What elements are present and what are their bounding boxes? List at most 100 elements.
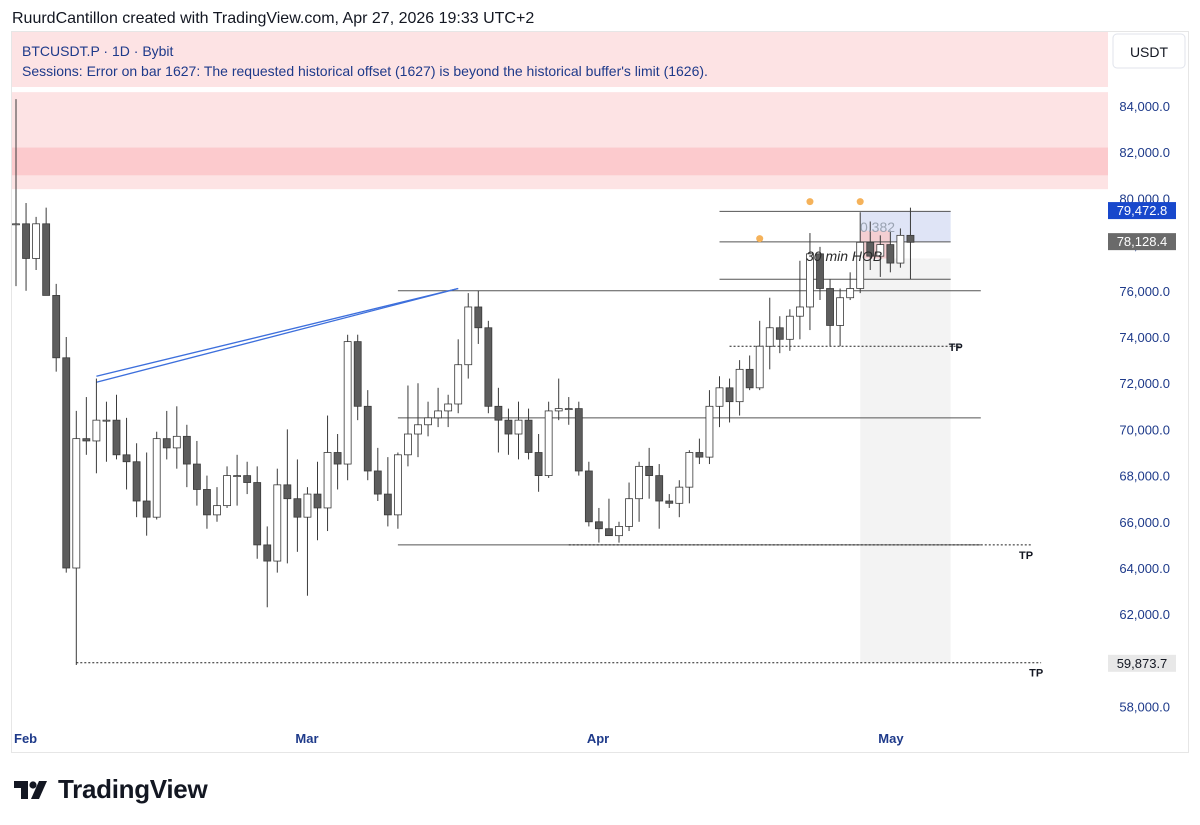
y-tick-label-6: 72,000.0 bbox=[1119, 376, 1170, 391]
candle-body-48 bbox=[494, 405, 503, 421]
candle-body-13 bbox=[142, 500, 151, 518]
candle-body-12 bbox=[132, 461, 141, 502]
candle-body-4 bbox=[52, 295, 61, 359]
candle-body-35 bbox=[363, 405, 372, 472]
candle-body-55 bbox=[564, 408, 573, 411]
candle-body-22 bbox=[233, 475, 242, 478]
price-axis[interactable]: 84,000.082,000.080,000.078,000.076,000.0… bbox=[1119, 99, 1170, 715]
candle-body-54 bbox=[554, 408, 563, 412]
tradingview-logo[interactable]: TradingView bbox=[14, 774, 208, 805]
candle-body-31 bbox=[323, 452, 332, 509]
candle-body-74 bbox=[755, 345, 764, 389]
y-tick-label-8: 68,000.0 bbox=[1119, 469, 1170, 484]
candle-body-65 bbox=[665, 500, 674, 504]
candle-body-76 bbox=[775, 327, 784, 340]
candle-body-64 bbox=[655, 475, 664, 502]
x-tick-label-3: May bbox=[878, 731, 904, 746]
chart-attribution: RuurdCantillon created with TradingView.… bbox=[12, 10, 535, 27]
candle-body-11 bbox=[122, 454, 131, 463]
candle-body-58 bbox=[595, 521, 603, 530]
y-tick-label-0: 84,000.0 bbox=[1119, 99, 1170, 114]
candle-body-30 bbox=[313, 493, 322, 509]
candle-body-59 bbox=[605, 528, 613, 537]
projection-area bbox=[860, 211, 951, 663]
candle-body-79 bbox=[806, 253, 814, 308]
candle-body-70 bbox=[715, 387, 724, 407]
supply-zones bbox=[12, 92, 1108, 190]
y-tick-label-13: 58,000.0 bbox=[1119, 700, 1170, 715]
candle-body-24 bbox=[253, 482, 262, 546]
candle-body-19 bbox=[203, 489, 211, 516]
swing-markers bbox=[756, 198, 864, 243]
candle-body-27 bbox=[283, 484, 292, 500]
candle-body-7 bbox=[82, 438, 91, 442]
candle-body-10 bbox=[112, 419, 121, 456]
candle-body-5 bbox=[62, 357, 71, 569]
candle-body-53 bbox=[544, 410, 553, 477]
y-tick-label-1: 82,000.0 bbox=[1119, 145, 1170, 160]
target-price-tag: 59,873.7 bbox=[1108, 654, 1176, 672]
candle-body-82 bbox=[836, 297, 844, 326]
candle-body-17 bbox=[182, 435, 191, 465]
candle-body-36 bbox=[373, 470, 382, 495]
candle-body-78 bbox=[796, 306, 804, 317]
swing-marker-2 bbox=[856, 198, 864, 206]
candle-body-23 bbox=[243, 475, 252, 483]
candle-body-8 bbox=[92, 419, 101, 442]
candle-body-45 bbox=[464, 306, 473, 366]
y-tick-label-7: 70,000.0 bbox=[1119, 422, 1170, 437]
hob-label: 30 min HOB bbox=[806, 248, 882, 264]
tp-label-7: TP bbox=[1019, 550, 1033, 562]
currency-button[interactable]: USDT bbox=[1130, 44, 1169, 60]
candlesticks bbox=[12, 99, 915, 666]
y-tick-label-5: 74,000.0 bbox=[1119, 330, 1170, 345]
candle-body-44 bbox=[454, 364, 463, 405]
x-tick-label-2: Apr bbox=[587, 731, 609, 746]
candle-body-47 bbox=[484, 327, 493, 407]
candle-body-81 bbox=[826, 288, 834, 326]
candle-body-67 bbox=[685, 452, 694, 488]
candle-body-73 bbox=[745, 368, 754, 389]
candle-body-88 bbox=[896, 234, 905, 264]
candle-body-63 bbox=[645, 465, 654, 476]
candle-body-0 bbox=[12, 223, 20, 226]
candle-body-37 bbox=[383, 493, 392, 516]
price-chart[interactable]: TP TP TP 0.382 30 min HOB 84,000.0 82,000.0… bbox=[0, 0, 1200, 760]
y-tick-label-9: 66,000.0 bbox=[1119, 515, 1170, 530]
trendline[interactable] bbox=[96, 287, 459, 383]
currency-button-frame[interactable] bbox=[1112, 33, 1186, 69]
candle-body-9 bbox=[102, 419, 111, 422]
candle-body-57 bbox=[584, 470, 593, 523]
candle-body-75 bbox=[765, 327, 774, 347]
chart-frame bbox=[11, 31, 1189, 753]
annotations: 0.382 30 min HOB bbox=[806, 219, 895, 264]
current-price-label: 79,472.8 bbox=[1117, 203, 1168, 218]
candle-body-33 bbox=[343, 341, 352, 465]
time-axis[interactable]: Feb Mar Apr May bbox=[14, 731, 904, 746]
candle-body-86 bbox=[876, 244, 885, 257]
candle-body-84 bbox=[856, 241, 865, 289]
secondary-price-label: 78,128.4 bbox=[1117, 234, 1168, 249]
candle-body-3 bbox=[42, 223, 51, 296]
projection-box bbox=[860, 258, 951, 663]
current-price-tag: 79,472.8 bbox=[1108, 202, 1176, 220]
trendline-lower bbox=[96, 287, 459, 383]
candle-body-16 bbox=[172, 435, 181, 449]
candle-body-43 bbox=[444, 403, 453, 412]
tradingview-logo-icon bbox=[14, 780, 47, 799]
candle-body-69 bbox=[705, 405, 714, 458]
candle-body-62 bbox=[635, 465, 643, 500]
candle-body-46 bbox=[474, 306, 483, 329]
candle-body-49 bbox=[504, 419, 513, 435]
candle-body-1 bbox=[22, 223, 30, 259]
info-banner bbox=[12, 32, 1108, 87]
candle-body-18 bbox=[192, 463, 201, 490]
candle-body-39 bbox=[404, 433, 412, 456]
candle-body-28 bbox=[293, 498, 302, 518]
supply-zone-1 bbox=[12, 147, 1108, 176]
tradingview-logo-text: TradingView bbox=[58, 774, 208, 804]
trendline-upper bbox=[96, 287, 459, 377]
candle-body-60 bbox=[615, 526, 623, 537]
error-message: Sessions: Error on bar 1627: The request… bbox=[22, 63, 708, 79]
tp-label-8: TP bbox=[1029, 668, 1043, 680]
